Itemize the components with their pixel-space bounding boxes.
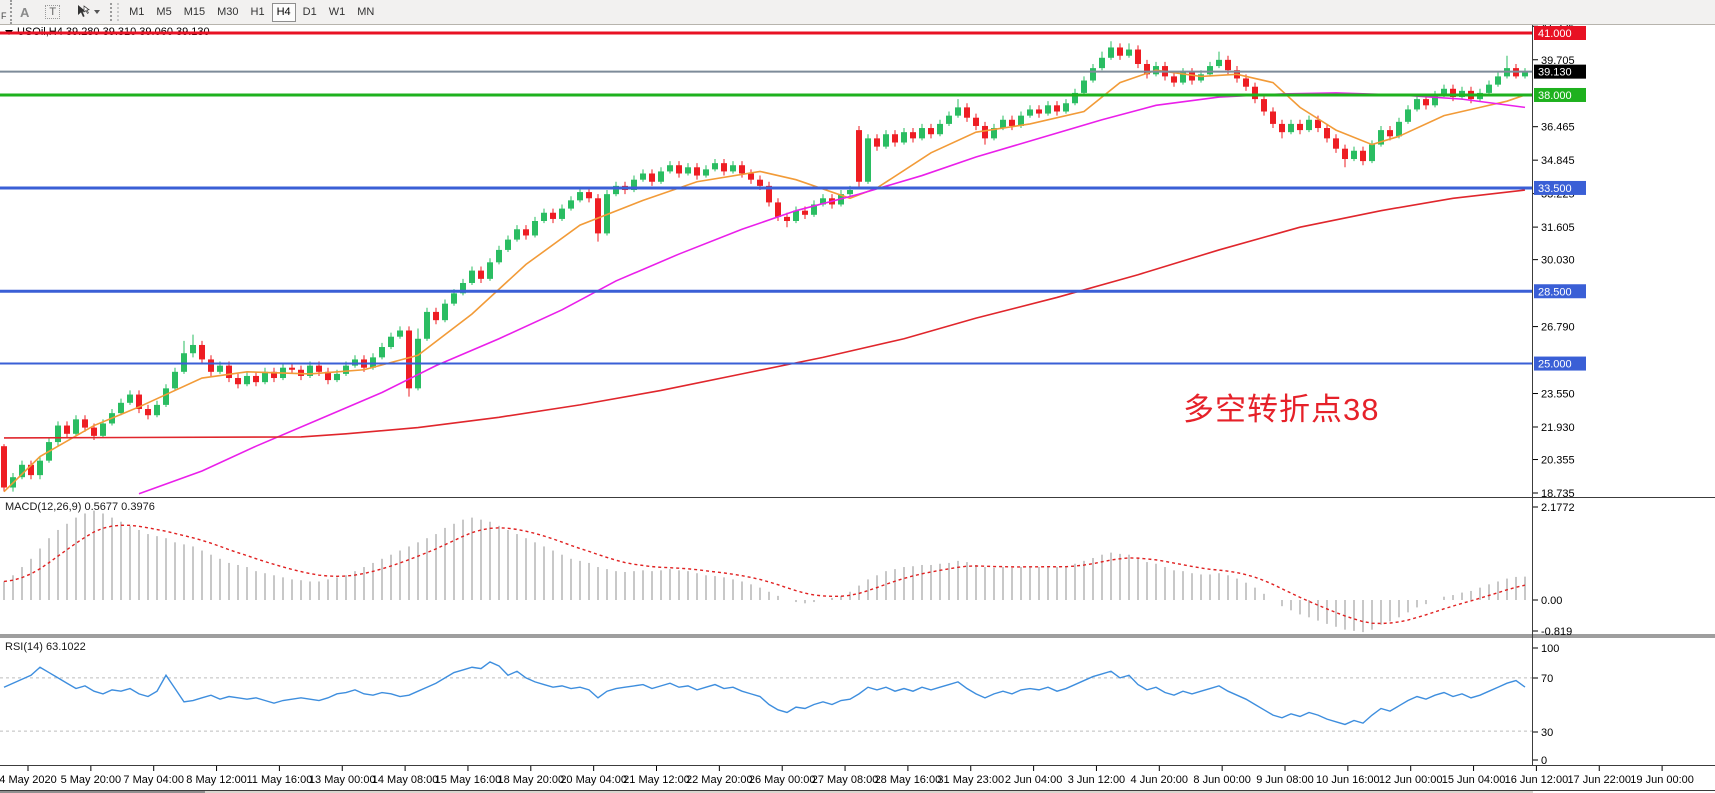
- svg-text:21.930: 21.930: [1541, 422, 1575, 434]
- toolbar-separator-grip: [110, 3, 120, 21]
- svg-text:2 Jun 04:00: 2 Jun 04:00: [1005, 774, 1063, 786]
- price-badge-38.000: [1534, 87, 1586, 102]
- scrollbar-thumb[interactable]: [0, 791, 205, 793]
- svg-text:13 May 00:00: 13 May 00:00: [309, 774, 376, 786]
- svg-text:26 May 00:00: 26 May 00:00: [749, 774, 816, 786]
- svg-text:19 Jun 00:00: 19 Jun 00:00: [1630, 774, 1694, 786]
- svg-text:-0.819: -0.819: [1541, 626, 1572, 638]
- docked-toolbar-grip[interactable]: F: [0, 0, 12, 24]
- rsi-line: [3, 661, 1526, 726]
- svg-text:18 May 20:00: 18 May 20:00: [497, 774, 564, 786]
- svg-text:23.550: 23.550: [1541, 389, 1575, 401]
- cursor-icon: [76, 4, 91, 21]
- timeframe-button-m30[interactable]: M30: [212, 3, 243, 22]
- chart-canvas[interactable]: 41.32539.70536.46534.84533.22531.60530.0…: [0, 25, 1715, 793]
- svg-text:31 May 23:00: 31 May 23:00: [937, 774, 1004, 786]
- svg-text:4 Jun 20:00: 4 Jun 20:00: [1131, 774, 1189, 786]
- text-tool-button[interactable]: T: [38, 2, 67, 22]
- annotation-text: 多空转折点38: [1183, 392, 1380, 427]
- svg-text:14 May 08:00: 14 May 08:00: [372, 774, 439, 786]
- svg-text:10 Jun 16:00: 10 Jun 16:00: [1316, 774, 1380, 786]
- price-badge-39.130: [1534, 64, 1586, 79]
- svg-text:0.00: 0.00: [1541, 595, 1562, 607]
- svg-text:36.465: 36.465: [1541, 122, 1575, 134]
- svg-text:15 May 16:00: 15 May 16:00: [435, 774, 502, 786]
- svg-text:22 May 20:00: 22 May 20:00: [686, 774, 753, 786]
- timeframe-button-d1[interactable]: D1: [298, 3, 322, 22]
- svg-text:25.000: 25.000: [1538, 359, 1572, 371]
- svg-text:8 Jun 00:00: 8 Jun 00:00: [1193, 774, 1251, 786]
- svg-text:70: 70: [1541, 673, 1553, 685]
- macd-signal-line: [3, 524, 1526, 625]
- slow-ma-red: [3, 189, 1526, 439]
- svg-text:4 May 2020: 4 May 2020: [0, 774, 57, 786]
- time-axis: 4 May 2020 5 May 20:00 7 May 04:00 8 May 12…: [0, 766, 1694, 786]
- svg-text:30.030: 30.030: [1541, 255, 1575, 267]
- crosshair-cursor-tool-button[interactable]: [69, 2, 107, 22]
- svg-text:3 Jun 12:00: 3 Jun 12:00: [1068, 774, 1126, 786]
- timeframe-button-m15[interactable]: M15: [179, 3, 210, 22]
- svg-text:17 Jun 22:00: 17 Jun 22:00: [1567, 774, 1631, 786]
- rsi-indicator-label: RSI(14) 63.1022: [5, 641, 86, 653]
- svg-text:39.705: 39.705: [1541, 55, 1575, 67]
- svg-text:9 Jun 08:00: 9 Jun 08:00: [1256, 774, 1314, 786]
- svg-text:28.500: 28.500: [1538, 286, 1572, 298]
- svg-text:38.000: 38.000: [1538, 90, 1572, 102]
- svg-text:26.790: 26.790: [1541, 322, 1575, 334]
- svg-text:11 May 16:00: 11 May 16:00: [246, 774, 312, 786]
- price-badge-33.500: [1534, 180, 1586, 195]
- svg-text:28 May 16:00: 28 May 16:00: [875, 774, 942, 786]
- timeframe-button-h1[interactable]: H1: [246, 3, 270, 22]
- price-badge-41.000: [1534, 26, 1586, 40]
- horizontal-scrollbar[interactable]: [0, 791, 1533, 793]
- timeframe-button-h4[interactable]: H4: [271, 2, 296, 22]
- svg-text:0: 0: [1541, 755, 1547, 767]
- svg-text:34.845: 34.845: [1541, 155, 1575, 167]
- timeframe-button-m1[interactable]: M1: [124, 3, 149, 22]
- chart-region: USOil,H4 39.280 39.310 39.060 39.130 MAC…: [0, 25, 1715, 793]
- svg-text:15 Jun 04:00: 15 Jun 04:00: [1442, 774, 1506, 786]
- timeframe-button-w1[interactable]: W1: [324, 3, 351, 22]
- svg-text:30: 30: [1541, 727, 1553, 739]
- svg-text:20 May 04:00: 20 May 04:00: [560, 774, 627, 786]
- price-axis: 41.32539.70536.46534.84533.22531.60530.0…: [0, 25, 1715, 791]
- macd-pane: [3, 510, 1526, 633]
- svg-text:2.1772: 2.1772: [1541, 502, 1575, 514]
- main-price-pane: [0, 31, 1533, 495]
- timeframe-button-m5[interactable]: M5: [151, 3, 176, 22]
- macd-indicator-label: MACD(12,26,9) 0.5677 0.3976: [5, 501, 155, 513]
- svg-text:20.355: 20.355: [1541, 455, 1575, 467]
- svg-text:12 Jun 00:00: 12 Jun 00:00: [1379, 774, 1443, 786]
- svg-text:31.605: 31.605: [1541, 222, 1575, 234]
- svg-text:100: 100: [1541, 643, 1559, 655]
- price-badge-25.000: [1534, 356, 1586, 371]
- svg-text:41.000: 41.000: [1538, 28, 1572, 40]
- rsi-pane: [0, 661, 1533, 732]
- timeframe-button-mn[interactable]: MN: [352, 3, 379, 22]
- svg-text:27 May 08:00: 27 May 08:00: [812, 774, 879, 786]
- svg-text:8 May 12:00: 8 May 12:00: [186, 774, 247, 786]
- svg-text:33.500: 33.500: [1538, 183, 1572, 195]
- svg-text:18.735: 18.735: [1541, 488, 1575, 500]
- svg-text:16 Jun 12:00: 16 Jun 12:00: [1505, 774, 1569, 786]
- price-badge-28.500: [1534, 284, 1586, 299]
- toolbar-fragment-label: F: [1, 11, 7, 21]
- svg-text:7 May 04:00: 7 May 04:00: [123, 774, 184, 786]
- timeframe-button-group: M1 M5 M15 M30 H1 H4 D1 W1 MN: [123, 2, 380, 22]
- svg-text:39.130: 39.130: [1538, 67, 1572, 79]
- label-tool-button[interactable]: A: [13, 2, 36, 22]
- svg-text:5 May 20:00: 5 May 20:00: [61, 774, 122, 786]
- chevron-down-icon: [94, 10, 101, 14]
- toolbar: F A T M1 M5 M15 M30 H1 H4 D1 W1 MN: [0, 0, 1715, 25]
- svg-text:21 May 12:00: 21 May 12:00: [623, 774, 690, 786]
